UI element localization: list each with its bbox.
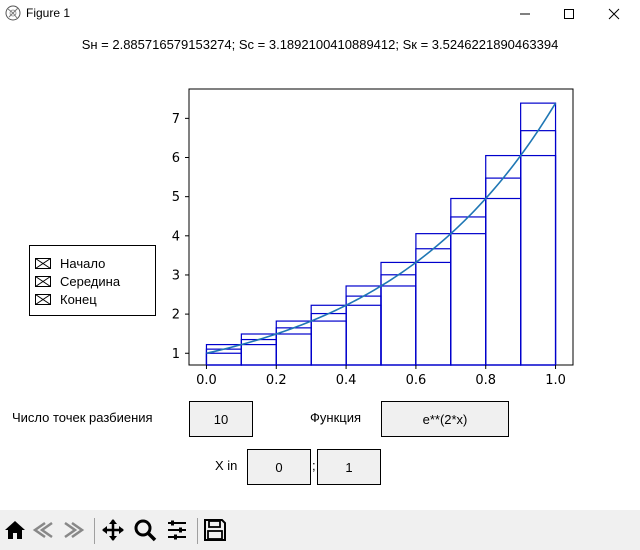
check-item-label: Начало (60, 255, 106, 271)
x-range-label: X in (215, 458, 238, 473)
y-tick-label: 7 (172, 112, 180, 127)
partitions-input[interactable]: 10 (189, 401, 253, 437)
configure-subplots-button[interactable] (163, 516, 191, 544)
axes-ticks: 0.0 0.2 0.4 0.6 0.8 1.0 1 2 3 4 5 6 7 (172, 112, 566, 388)
check-item-label: Середина (60, 273, 121, 289)
function-label: Функция (310, 410, 361, 425)
x-tick-label: 0.6 (406, 373, 427, 388)
check-item-label: Конец (60, 291, 97, 307)
x-from-input[interactable]: 0 (247, 449, 311, 485)
x-tick-label: 0.4 (336, 373, 357, 388)
x-to-input[interactable]: 1 (317, 449, 381, 485)
maximize-icon (564, 9, 574, 19)
x-tick-label: 1.0 (545, 373, 566, 388)
title-bar: Figure 1 (0, 0, 640, 28)
riemann-sums-text: Sн = 2.885716579153274; Sc = 3.189210041… (81, 37, 559, 52)
navigation-toolbar (0, 510, 640, 550)
y-tick-label: 4 (172, 229, 180, 244)
curve-group (206, 102, 557, 355)
home-icon (5, 521, 25, 539)
toolbar-separator (197, 518, 198, 544)
y-tick-label: 3 (172, 268, 180, 283)
checkbox-checked-icon[interactable] (35, 293, 51, 305)
y-tick-label: 1 (172, 347, 180, 362)
minimize-button[interactable] (502, 0, 548, 28)
minimize-icon (520, 13, 530, 15)
save-icon (204, 519, 226, 541)
function-curve (206, 102, 557, 355)
check-item-start[interactable]: Начало (35, 254, 105, 272)
back-button[interactable] (30, 516, 58, 544)
x-range-separator: ; (312, 458, 316, 473)
window-title: Figure 1 (26, 6, 71, 20)
maximize-button[interactable] (546, 0, 592, 28)
y-tick-label: 2 (172, 308, 180, 323)
x-tick-label: 0.8 (475, 373, 496, 388)
forward-icon (64, 521, 85, 539)
x-tick-label: 0.2 (266, 373, 287, 388)
forward-button[interactable] (59, 516, 87, 544)
pan-icon (102, 519, 124, 541)
matplotlib-logo-icon (5, 5, 21, 21)
x-tick-label: 0.0 (196, 373, 217, 388)
series-check-buttons: Начало Середина Конец (29, 245, 156, 316)
zoom-icon (134, 519, 157, 542)
y-tick-label: 6 (172, 151, 180, 166)
home-button[interactable] (1, 516, 29, 544)
pan-button[interactable] (99, 516, 127, 544)
back-icon (32, 521, 53, 539)
checkbox-checked-icon[interactable] (35, 257, 51, 269)
configure-icon (168, 520, 186, 540)
toolbar-separator (94, 518, 95, 544)
function-input[interactable]: e**(2*x) (381, 401, 509, 437)
checkbox-checked-icon[interactable] (35, 275, 51, 287)
save-button[interactable] (201, 516, 229, 544)
close-button[interactable] (591, 0, 637, 28)
riemann-rect-2-9 (520, 102, 557, 366)
check-item-middle[interactable]: Середина (35, 272, 120, 290)
y-tick-label: 5 (172, 190, 180, 205)
partitions-label: Число точек разбиения (12, 410, 153, 425)
zoom-button[interactable] (131, 516, 159, 544)
close-icon (608, 8, 620, 20)
check-item-end[interactable]: Конец (35, 290, 97, 308)
